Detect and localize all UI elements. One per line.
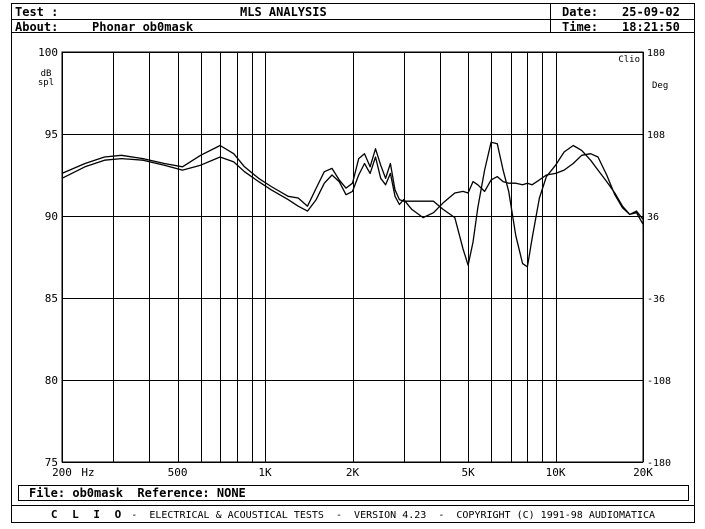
y2-tick-label: 108 xyxy=(647,130,665,141)
x-tick-label: 200 xyxy=(52,466,72,479)
y-tick-label: 80 xyxy=(45,374,58,387)
chart-grid xyxy=(61,51,644,463)
y-axis-label: spl xyxy=(38,78,54,88)
header-panel: Test : MLS ANALYSIS Date: 25-09-02 About… xyxy=(11,3,695,34)
reference-label: Reference: xyxy=(137,486,210,500)
y2-axis-label: Deg xyxy=(652,81,668,91)
file-value: ob0mask xyxy=(72,486,123,500)
chart-curves xyxy=(61,141,644,268)
about-value: Phonar ob0mask xyxy=(92,20,194,34)
x-tick-label: 5K xyxy=(461,466,475,479)
date-value: 25-09-02 xyxy=(622,5,680,19)
y-tick-label: 95 xyxy=(45,128,58,141)
time-value: 18:21:50 xyxy=(622,20,680,34)
clio-brand: C L I O xyxy=(50,508,126,521)
x-tick-label: 1K xyxy=(258,466,272,479)
y2-tick-label: -108 xyxy=(647,376,671,387)
y-tick-label: 100 xyxy=(38,46,58,59)
header-divider xyxy=(12,19,694,20)
y2-tick-label: -180 xyxy=(647,458,671,469)
y2-tick-label: 36 xyxy=(647,212,659,223)
x-tick-label: 10K xyxy=(546,466,566,479)
response-curve-2 xyxy=(61,141,644,268)
x-tick-label: 500 xyxy=(168,466,188,479)
y-tick-label: 85 xyxy=(45,292,58,305)
chart-labels: 75 80 85 90 95 100 -180 -108 -36 36 108 180 200 500 1K… xyxy=(38,46,671,479)
analysis-title: MLS ANALYSIS xyxy=(240,5,327,19)
y2-tick-label: -36 xyxy=(647,294,665,305)
y2-tick-label: 180 xyxy=(647,48,665,59)
credits-text: - ELECTRICAL & ACOUSTICAL TESTS - VERSIO… xyxy=(125,510,656,521)
y-tick-label: 90 xyxy=(45,210,58,223)
time-label: Time: xyxy=(562,20,599,34)
test-label: Test : xyxy=(15,5,59,19)
copyright-bar: C L I O - ELECTRICAL & ACOUSTICAL TESTS … xyxy=(11,505,695,523)
file-info-bar: File: ob0mask Reference: NONE xyxy=(18,485,689,501)
about-label: About: xyxy=(15,20,59,34)
x-tick-label: 2K xyxy=(346,466,360,479)
clio-corner-label: Clio xyxy=(618,55,640,65)
date-label: Date: xyxy=(562,5,599,19)
file-label: File: xyxy=(29,486,66,500)
y-tick-label: 75 xyxy=(45,456,58,469)
response-curve-1 xyxy=(61,153,644,220)
header-separator xyxy=(550,4,551,32)
y-axis-label: dB xyxy=(41,69,52,79)
x-tick-label: 20K xyxy=(633,466,653,479)
x-unit-label: Hz xyxy=(81,466,94,479)
reference-value: NONE xyxy=(216,486,246,500)
